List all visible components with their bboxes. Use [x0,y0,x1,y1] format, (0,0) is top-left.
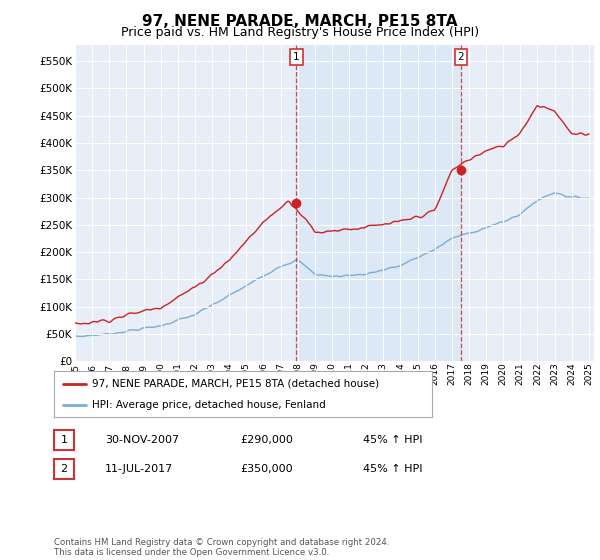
Text: 1: 1 [293,52,299,62]
Text: 30-NOV-2007: 30-NOV-2007 [105,435,179,445]
Text: £350,000: £350,000 [240,464,293,474]
Text: 11-JUL-2017: 11-JUL-2017 [105,464,173,474]
Text: 1: 1 [61,435,67,445]
Text: 2: 2 [458,52,464,62]
Text: 97, NENE PARADE, MARCH, PE15 8TA (detached house): 97, NENE PARADE, MARCH, PE15 8TA (detach… [92,379,379,389]
Text: 2: 2 [61,464,67,474]
Text: HPI: Average price, detached house, Fenland: HPI: Average price, detached house, Fenl… [92,400,326,410]
Text: 97, NENE PARADE, MARCH, PE15 8TA: 97, NENE PARADE, MARCH, PE15 8TA [142,14,458,29]
Text: Price paid vs. HM Land Registry's House Price Index (HPI): Price paid vs. HM Land Registry's House … [121,26,479,39]
Text: Contains HM Land Registry data © Crown copyright and database right 2024.
This d: Contains HM Land Registry data © Crown c… [54,538,389,557]
Bar [296,45,461,361]
Text: 45% ↑ HPI: 45% ↑ HPI [363,464,422,474]
Text: 45% ↑ HPI: 45% ↑ HPI [363,435,422,445]
Text: £290,000: £290,000 [240,435,293,445]
